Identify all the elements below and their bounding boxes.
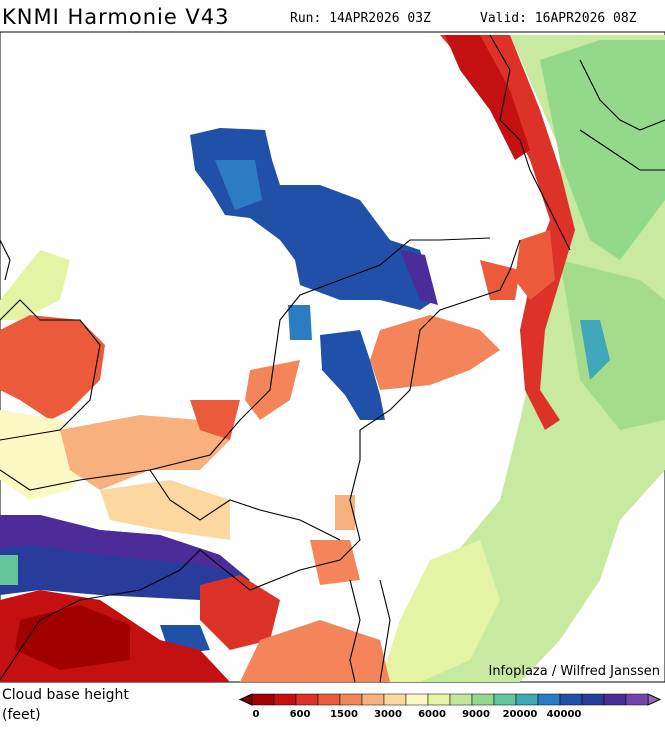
colorbar-box	[515, 693, 539, 706]
colorbar-box	[625, 693, 649, 706]
colorbar-box	[537, 693, 561, 706]
colorbar-box	[449, 693, 473, 706]
valid-time: Valid: 16APR2026 08Z	[480, 11, 637, 26]
colorbar-tick-label: 40000	[547, 709, 582, 720]
colorbar-box	[317, 693, 341, 706]
colorbar-box	[581, 693, 605, 706]
colorbar-tick-label: 600	[290, 709, 311, 720]
legend-label: Cloud base height	[2, 687, 129, 703]
colorbar-box	[471, 693, 495, 706]
colorbar-tick-label: 6000	[418, 709, 446, 720]
colorbar-box	[559, 693, 583, 706]
colorbar-tick-label: 0	[253, 709, 260, 720]
colorbar-box	[383, 693, 407, 706]
colorbar-tick-label: 3000	[374, 709, 402, 720]
colorbar-box	[251, 693, 275, 706]
legend-label: (feet)	[2, 707, 41, 723]
title: KNMI Harmonie V43	[2, 5, 230, 29]
colorbar-box	[427, 693, 451, 706]
colorbar-tick-label: 9000	[462, 709, 490, 720]
colorbar-tick-label: 1500	[330, 709, 358, 720]
colorbar-box	[405, 693, 429, 706]
colorbar-end	[647, 693, 662, 706]
colorbar-box	[603, 693, 627, 706]
colorbar-box	[361, 693, 385, 706]
colorbar-box	[273, 693, 297, 706]
colorbar-tick-label: 20000	[503, 709, 538, 720]
colorbar: 0 600 1500 3000 6000 9000 20000 40000	[238, 693, 662, 720]
colorbar-end	[238, 693, 253, 706]
map: Infoplaza / Wilfred Janssen	[0, 31, 665, 683]
colorbar-box	[295, 693, 319, 706]
colorbar-box	[493, 693, 517, 706]
run-time: Run: 14APR2026 03Z	[290, 11, 431, 26]
colorbar-box	[339, 693, 363, 706]
credit: Infoplaza / Wilfred Janssen	[488, 664, 660, 679]
